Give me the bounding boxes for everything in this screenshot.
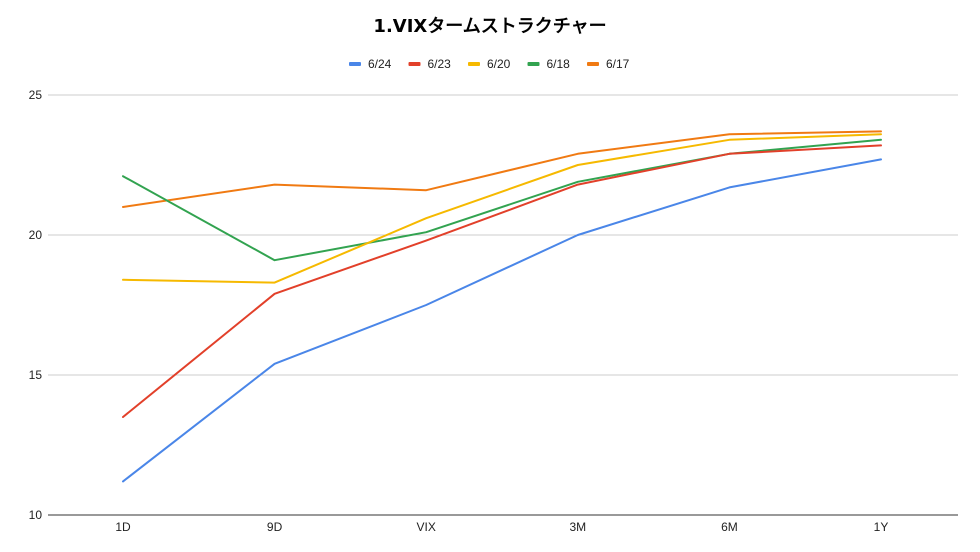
legend-swatch (408, 62, 421, 66)
series-line-6-18 (122, 138, 882, 262)
legend-swatch (349, 62, 361, 66)
x-tick-label: VIX (417, 520, 436, 534)
legend-label: 6/18 (547, 57, 571, 71)
x-axis-ticks: 1D 9D VIX 3M 6M 1Y (115, 520, 888, 534)
series-line-6-24 (122, 158, 882, 483)
series-line-6-23 (122, 144, 882, 418)
y-tick-label: 25 (29, 88, 43, 102)
gridlines (48, 94, 958, 516)
legend-label: 6/17 (606, 57, 630, 71)
y-tick-label: 20 (29, 228, 43, 242)
x-tick-label: 1D (115, 520, 131, 534)
legend-label: 6/24 (368, 57, 392, 71)
x-tick-label: 6M (721, 520, 738, 534)
x-tick-label: 1Y (874, 520, 889, 534)
legend: 6/24 6/23 6/20 6/18 6/17 (349, 57, 630, 71)
y-tick-label: 15 (29, 368, 43, 382)
series-line-6-20 (122, 133, 882, 284)
series-lines (122, 130, 882, 483)
legend-label: 6/20 (487, 57, 511, 71)
x-tick-label: 3M (569, 520, 586, 534)
y-axis-ticks: 10 15 20 25 (29, 88, 43, 522)
chart-title: 1.VIXタームストラクチャー (373, 16, 606, 37)
legend-swatch (587, 62, 599, 66)
series-line-6-17 (122, 130, 882, 208)
legend-swatch (527, 62, 540, 66)
y-tick-label: 10 (29, 508, 43, 522)
legend-label: 6/23 (428, 57, 452, 71)
legend-swatch (468, 62, 480, 66)
x-tick-label: 9D (267, 520, 283, 534)
